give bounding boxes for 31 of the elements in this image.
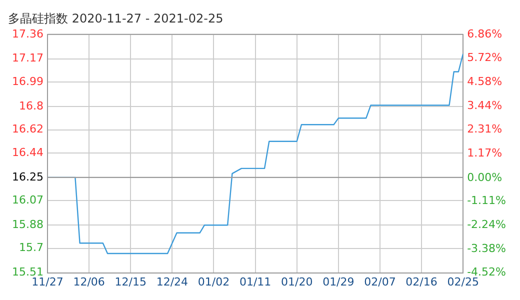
y-tick-label: 15.88 bbox=[12, 218, 44, 231]
y-tick-label: 16.99 bbox=[12, 74, 44, 88]
x-tick-label: 12/24 bbox=[156, 275, 188, 288]
y2-tick-label: 0.00% bbox=[467, 170, 502, 184]
y2-tick-label: 4.58% bbox=[467, 75, 502, 88]
y-tick-label: 16.44 bbox=[12, 146, 44, 159]
y2-tick-label: 3.44% bbox=[467, 98, 502, 112]
y-tick-label: 17.17 bbox=[12, 52, 44, 65]
x-tick-label: 01/02 bbox=[198, 275, 230, 288]
y-tick-label: 15.7 bbox=[18, 241, 44, 254]
y-tick-label: 16.62 bbox=[12, 122, 44, 136]
y2-tick-label: 2.31% bbox=[467, 122, 502, 136]
y2-tick-label: 5.72% bbox=[467, 51, 502, 64]
y2-tick-label: 1.17% bbox=[467, 146, 502, 160]
x-tick-label: 01/20 bbox=[280, 275, 313, 288]
x-tick-label: 12/15 bbox=[114, 275, 146, 288]
chart-title: 多晶硅指数 2020-11-27 - 2021-02-25 bbox=[8, 11, 224, 26]
x-tick-label: 12/06 bbox=[73, 275, 105, 288]
x-tick-label: 02/07 bbox=[364, 275, 396, 288]
y2-tick-label: -3.38% bbox=[467, 242, 506, 255]
y2-tick-label: 6.86% bbox=[467, 27, 502, 40]
x-tick-label: 01/11 bbox=[239, 275, 272, 288]
y2-tick-label: -1.11% bbox=[467, 194, 506, 208]
x-tick-label: 02/16 bbox=[406, 275, 438, 288]
y-tick-label: 16.8 bbox=[18, 99, 44, 112]
x-tick-label: 01/29 bbox=[322, 275, 354, 288]
x-tick-label: 02/25 bbox=[447, 275, 479, 288]
y-tick-label: 17.36 bbox=[12, 27, 44, 40]
y-tick-label: 16.25 bbox=[12, 170, 44, 184]
y2-tick-label: -2.24% bbox=[467, 218, 506, 231]
y-tick-label: 16.07 bbox=[12, 193, 44, 206]
